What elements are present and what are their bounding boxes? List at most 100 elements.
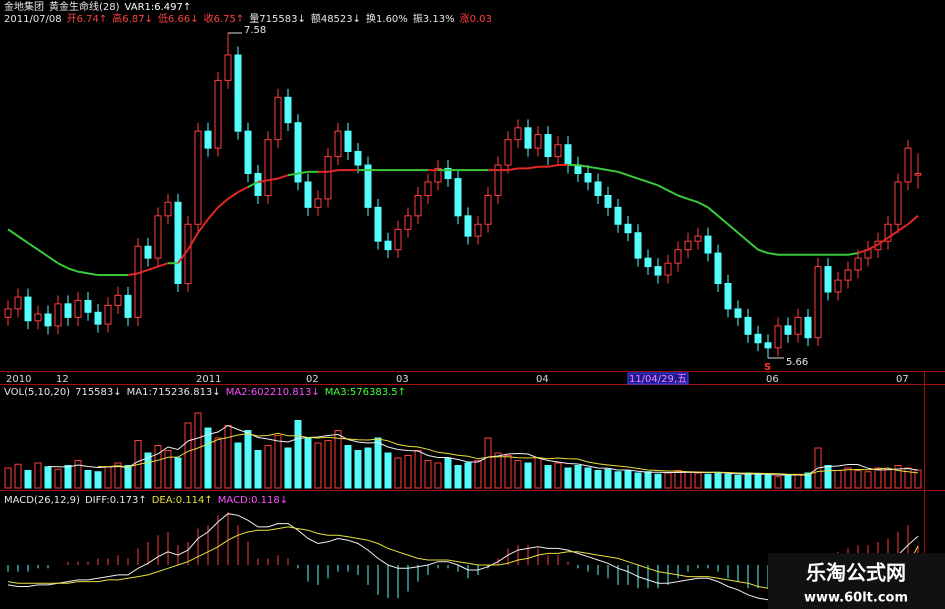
- candle-body: [314, 198, 322, 208]
- candle-body: [724, 283, 732, 310]
- life-line: [907, 215, 919, 226]
- life-line: [637, 177, 649, 183]
- life-line: [37, 248, 49, 258]
- candle-body: [774, 325, 782, 349]
- volume-bar: [704, 473, 712, 489]
- header-row-item: 量715583↓: [249, 13, 306, 25]
- volume-bar: [114, 462, 122, 489]
- volume-bar: [744, 472, 752, 489]
- x-tick-label: 12: [56, 374, 69, 385]
- candle-body: [494, 164, 502, 196]
- candle-body: [824, 266, 832, 293]
- candle-body: [914, 172, 922, 176]
- high-label: 7.58: [244, 25, 266, 36]
- candle-body: [834, 279, 842, 293]
- volume-bar: [844, 467, 852, 489]
- candle-body: [764, 342, 772, 349]
- watermark-box: [768, 553, 945, 609]
- candle-body: [84, 299, 92, 313]
- volume-bar: [734, 475, 742, 489]
- life-line: [147, 265, 159, 271]
- volume-bar: [524, 462, 532, 489]
- macd-line: [7, 513, 919, 601]
- volume-bar: [4, 467, 12, 489]
- volume-bar: [604, 468, 612, 489]
- candle-body: [684, 240, 692, 251]
- candle-body: [474, 223, 482, 237]
- candle-body: [884, 223, 892, 242]
- life-line: [667, 189, 679, 197]
- candle-body: [584, 172, 592, 183]
- volume-ma-line: [47, 424, 919, 476]
- volume-bar: [454, 465, 462, 489]
- candle-body: [634, 232, 642, 259]
- life-line: [77, 270, 89, 275]
- x-tick-label: 04: [536, 374, 549, 385]
- volume-bar: [534, 457, 542, 489]
- candle-body: [124, 294, 132, 318]
- life-line: [247, 181, 259, 188]
- life-line: [527, 165, 539, 170]
- life-line: [27, 242, 39, 251]
- volume-bar: [394, 457, 402, 489]
- candle-body: [214, 79, 222, 149]
- volume-bar: [184, 422, 192, 489]
- life-line: [887, 230, 899, 239]
- macd-header: MACD(26,12,9) DIFF:0.173↑ DEA:0.114↑ MACD:0…: [4, 495, 288, 506]
- life-line: [257, 179, 269, 183]
- candle-body: [624, 223, 632, 234]
- life-line: [767, 252, 779, 256]
- volume-bar: [434, 462, 442, 489]
- volume-bar: [634, 472, 642, 489]
- life-line: [7, 228, 19, 237]
- volume-bar: [544, 465, 552, 489]
- life-line: [237, 186, 249, 194]
- life-line: [327, 169, 339, 173]
- header-row-item: VAR1:6.497↑: [125, 2, 192, 13]
- candle-body: [294, 122, 302, 183]
- life-line: [17, 235, 29, 244]
- volume-bar: [694, 472, 702, 489]
- volume-bar: [344, 445, 352, 489]
- volume-bar: [594, 470, 602, 489]
- x-tick-label: 07: [896, 374, 909, 385]
- volume-bar: [554, 462, 562, 489]
- life-line: [217, 198, 229, 209]
- volume-bar: [314, 442, 322, 489]
- life-line: [87, 272, 99, 277]
- volume-bar: [864, 471, 872, 489]
- volume-ma-line: [97, 432, 919, 475]
- candle-body: [44, 313, 52, 327]
- volume-bar: [264, 445, 272, 489]
- volume-bar: [94, 471, 102, 489]
- volume-bar: [874, 467, 882, 489]
- candle-body: [704, 235, 712, 254]
- volume-header: VOL(5,10,20) 715583↓ MA1:715236.813↓ MA2:60…: [4, 387, 406, 398]
- volume-bar: [884, 468, 892, 489]
- x-tick-label: 03: [396, 374, 409, 385]
- macd-header-item: MACD:0.118↓: [218, 495, 288, 506]
- candle-body: [504, 139, 512, 166]
- volume-bar: [824, 465, 832, 489]
- watermark-title: 乐淘公式网: [806, 561, 906, 585]
- volume-bar: [144, 452, 152, 489]
- candle-body: [674, 249, 682, 264]
- volume-bar: [194, 412, 202, 489]
- candle-body: [814, 266, 822, 339]
- candle-body: [594, 181, 602, 196]
- candle-body: [694, 235, 702, 242]
- header-row-item: 收6.75↑: [204, 12, 245, 25]
- cursor-box: [627, 372, 689, 385]
- volume-bar: [714, 472, 722, 489]
- life-line: [687, 197, 699, 204]
- candle-body: [284, 96, 292, 124]
- candle-body: [64, 303, 72, 318]
- life-line: [697, 201, 709, 209]
- volume-bar: [124, 465, 132, 489]
- candle-body: [354, 150, 362, 166]
- volume-bar: [284, 447, 292, 489]
- volume-bar: [504, 455, 512, 489]
- volume-bar: [514, 460, 522, 489]
